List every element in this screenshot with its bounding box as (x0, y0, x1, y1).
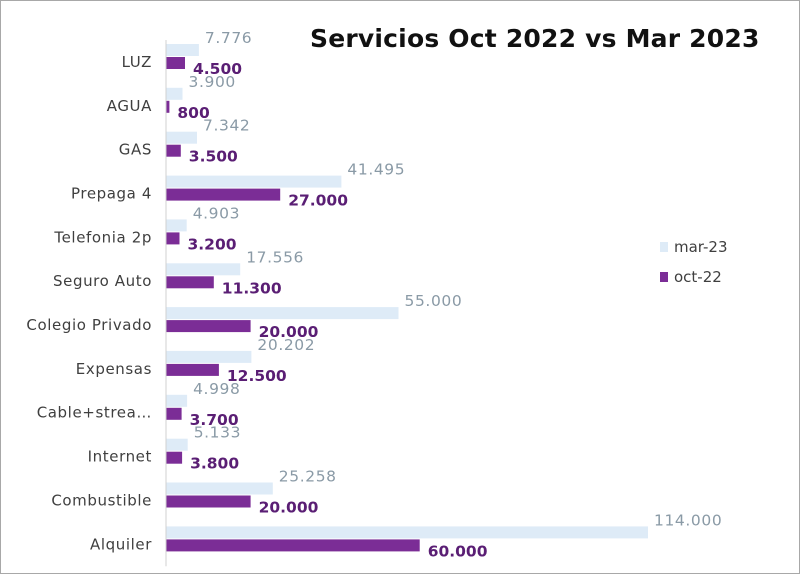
bar-oct-22 (166, 320, 251, 333)
data-label-mar-23: 25.258 (279, 468, 337, 486)
data-label-mar-23: 55.000 (405, 292, 463, 310)
data-label-mar-23: 4.998 (193, 380, 240, 398)
data-label-mar-23: 3.900 (189, 73, 236, 91)
bar-oct-22 (166, 57, 185, 69)
data-label-oct-22: 3.500 (189, 148, 238, 166)
category-label: Cable+strea… (37, 404, 152, 422)
bar-mar-23 (166, 131, 197, 144)
bar-oct-22 (166, 407, 182, 420)
category-label: Prepaga 4 (71, 185, 152, 203)
legend-label-mar-23: mar-23 (674, 238, 728, 256)
category-label: Expensas (76, 360, 152, 378)
data-label-oct-22: 800 (177, 104, 210, 122)
data-label-mar-23: 17.556 (246, 248, 304, 266)
data-label-oct-22: 3.800 (190, 455, 239, 473)
bar-oct-22 (166, 451, 183, 464)
data-label-oct-22: 4.500 (193, 60, 242, 78)
category-label: AGUA (107, 97, 152, 115)
data-label-mar-23: 114.000 (654, 511, 722, 529)
data-label-oct-22: 3.700 (190, 411, 239, 429)
bar-mar-23 (166, 263, 241, 276)
bar-oct-22 (166, 495, 251, 508)
bar-mar-23 (166, 175, 342, 188)
data-label-mar-23: 20.202 (257, 336, 315, 354)
bar-mar-23 (166, 482, 273, 495)
data-label-oct-22: 27.000 (288, 192, 348, 210)
bar-oct-22 (166, 144, 181, 157)
bar-oct-22 (166, 232, 180, 245)
bar-mar-23 (166, 526, 648, 539)
data-label-mar-23: 41.495 (347, 161, 405, 179)
category-label: Combustible (51, 491, 152, 509)
category-label: GAS (119, 141, 152, 159)
bar-mar-23 (166, 438, 188, 451)
data-label-mar-23: 4.903 (193, 204, 240, 222)
chart-title: Servicios Oct 2022 vs Mar 2023 (310, 24, 760, 53)
data-label-oct-22: 11.300 (222, 279, 282, 297)
data-label-oct-22: 20.000 (259, 499, 319, 517)
bar-mar-23 (166, 44, 199, 56)
data-label-oct-22: 12.500 (227, 367, 287, 385)
bar-mar-23 (166, 394, 188, 407)
category-label: Telefonia 2p (53, 228, 152, 246)
legend-marker-oct-22 (660, 272, 668, 282)
bar-mar-23 (166, 350, 252, 363)
data-label-mar-23: 5.133 (194, 424, 241, 442)
bar-oct-22 (166, 188, 281, 201)
bar-mar-23 (166, 87, 183, 100)
data-label-mar-23: 7.342 (203, 117, 250, 135)
data-label-oct-22: 60.000 (428, 542, 488, 560)
bar-oct-22 (166, 363, 219, 376)
data-label-oct-22: 20.000 (259, 323, 319, 341)
category-label: Internet (88, 448, 152, 466)
category-label: Seguro Auto (53, 272, 152, 290)
category-label: Alquiler (90, 535, 152, 553)
data-label-oct-22: 3.200 (188, 235, 237, 253)
bar-mar-23 (166, 219, 187, 232)
legend-label-oct-22: oct-22 (674, 268, 722, 286)
bar-oct-22 (166, 539, 420, 552)
bar-mar-23 (166, 307, 399, 320)
bar-oct-22 (166, 100, 170, 113)
category-label: LUZ (122, 53, 152, 71)
legend-marker-mar-23 (660, 242, 668, 252)
bar-oct-22 (166, 276, 214, 289)
category-label: Colegio Privado (26, 316, 152, 334)
data-label-mar-23: 7.776 (205, 29, 252, 47)
